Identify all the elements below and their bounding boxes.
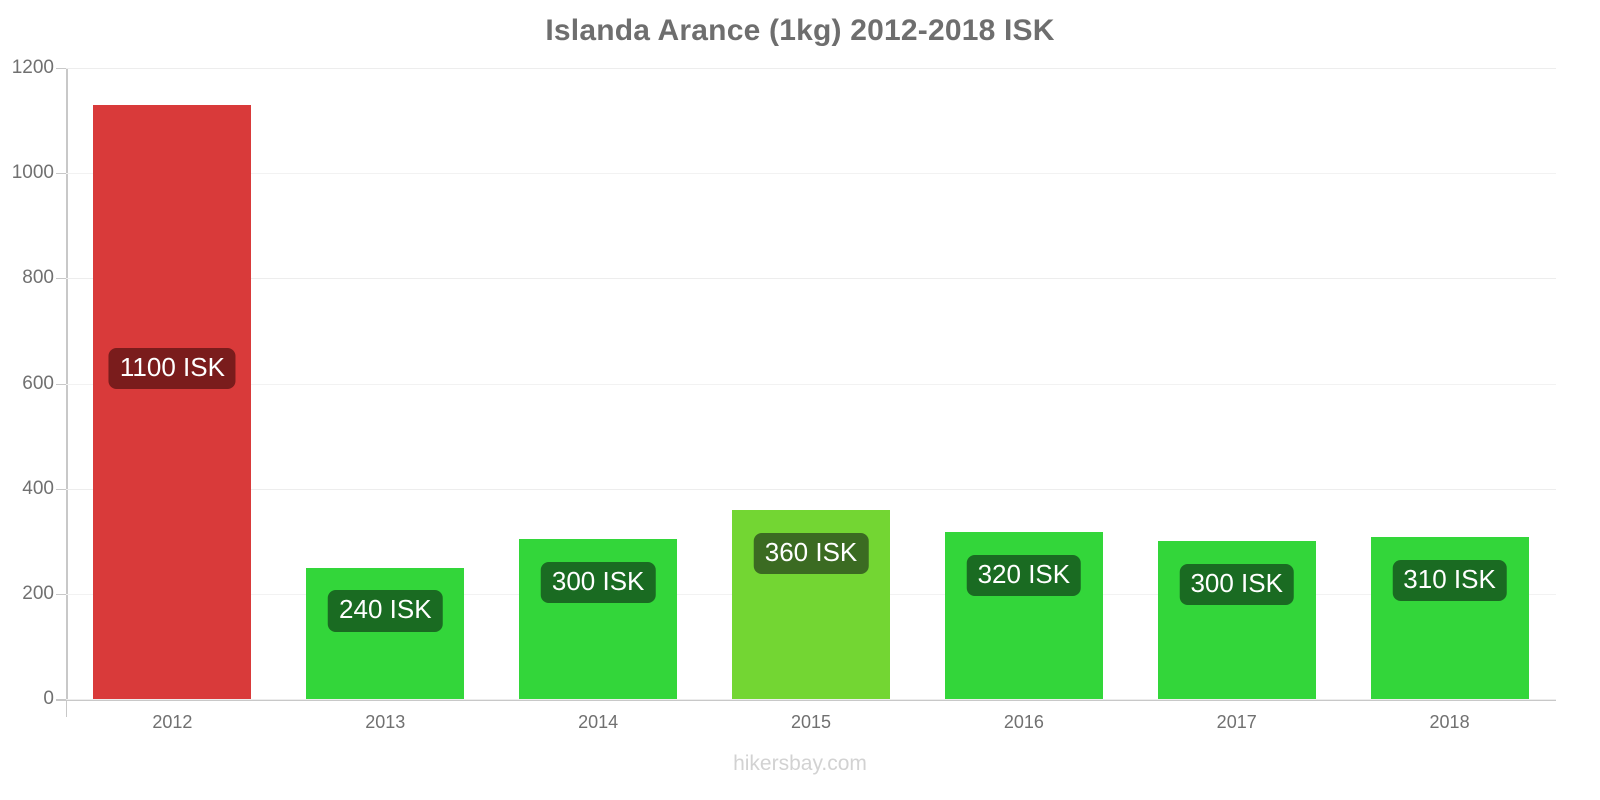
y-axis-tick bbox=[56, 488, 66, 490]
bar-group[interactable]: 300 ISK bbox=[1157, 68, 1316, 699]
y-axis-tick bbox=[56, 699, 66, 700]
x-axis-tick-label: 2014 bbox=[578, 712, 619, 732]
bar-value-label: 310 ISK bbox=[1392, 559, 1507, 602]
y-axis-tick bbox=[56, 278, 66, 280]
bar-value-label: 360 ISK bbox=[753, 532, 869, 574]
bar[interactable] bbox=[93, 104, 252, 699]
bar-value-label: 300 ISK bbox=[540, 561, 656, 603]
bar-value-label: 240 ISK bbox=[328, 590, 443, 632]
x-axis-tick-label: 2018 bbox=[1429, 712, 1470, 732]
bar[interactable] bbox=[306, 567, 465, 699]
y-axis-line bbox=[66, 68, 68, 701]
x-axis-origin-tick bbox=[66, 701, 67, 717]
bar-group[interactable]: 360 ISK bbox=[732, 68, 890, 699]
gridline bbox=[66, 68, 1556, 69]
y-axis-tick-label: 1000 bbox=[11, 162, 54, 184]
gridline bbox=[66, 383, 1556, 385]
gridline bbox=[66, 173, 1556, 175]
gridline bbox=[66, 488, 1556, 490]
chart-title: Islanda Arance (1kg) 2012-2018 ISK bbox=[545, 14, 1055, 47]
bar-group[interactable]: 1100 ISK bbox=[93, 68, 252, 699]
bar-group[interactable]: 320 ISK bbox=[944, 68, 1103, 699]
bar-value-label: 320 ISK bbox=[966, 554, 1082, 596]
x-axis-tick-label: 2017 bbox=[1216, 712, 1257, 732]
gridline bbox=[66, 278, 1556, 280]
y-axis-tick-label: 400 bbox=[22, 477, 54, 499]
y-axis-tick bbox=[56, 173, 66, 175]
y-axis-tick bbox=[56, 68, 66, 69]
y-axis-tick-label: 0 bbox=[43, 688, 54, 709]
x-axis-tick-label: 2015 bbox=[790, 712, 832, 732]
x-axis-tick-label: 2012 bbox=[152, 712, 193, 732]
y-axis-tick-label: 800 bbox=[22, 267, 54, 289]
plot-area: 1100 ISK 240 ISK 300 ISK 360 ISK 320 ISK 300 … bbox=[66, 68, 1556, 699]
x-axis-tick-label: 2013 bbox=[365, 712, 406, 732]
bar-group[interactable]: 310 ISK bbox=[1370, 68, 1529, 699]
y-axis-tick bbox=[56, 383, 66, 385]
x-axis-line bbox=[56, 699, 1556, 701]
bar-group[interactable]: 240 ISK bbox=[306, 68, 465, 699]
bar-value-label: 1100 ISK bbox=[108, 347, 236, 389]
y-axis-tick-label: 1200 bbox=[11, 57, 54, 78]
gridline bbox=[66, 699, 1556, 700]
y-axis-tick bbox=[56, 593, 66, 595]
bar-value-label: 300 ISK bbox=[1179, 564, 1294, 606]
x-axis-tick-label: 2016 bbox=[1003, 712, 1044, 732]
bar-group[interactable]: 300 ISK bbox=[519, 68, 678, 699]
footer-watermark: hikersbay.com bbox=[733, 752, 867, 775]
y-axis-tick-label: 200 bbox=[22, 582, 54, 604]
y-axis-tick-label: 600 bbox=[22, 372, 54, 394]
